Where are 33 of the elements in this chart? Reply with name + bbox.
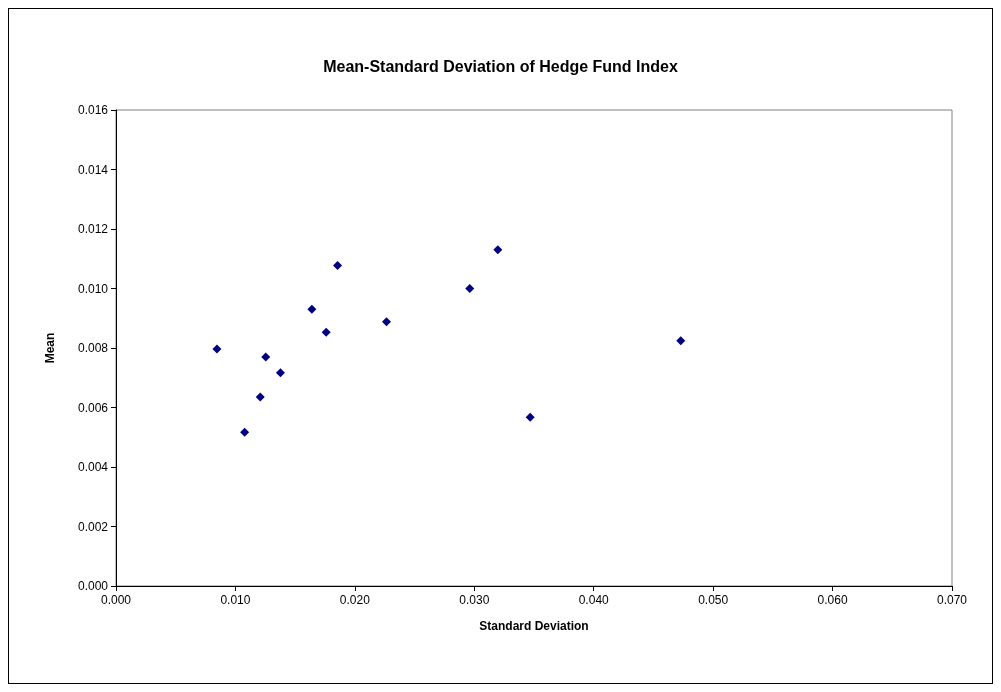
point: [525, 412, 535, 422]
point: [255, 392, 265, 402]
point: [321, 327, 331, 337]
y-tick-label: 0.002: [77, 519, 109, 534]
x-tick-label: 0.020: [339, 593, 371, 607]
point: [382, 317, 392, 327]
x-tick-label: 0.070: [936, 593, 968, 607]
x-tick-label: 0.030: [459, 593, 490, 607]
y-tick-label: 0.008: [77, 341, 109, 355]
x-tick-label: 0.060: [817, 593, 848, 607]
chart-title: Mean-Standard Deviation of Hedge Fund Index: [323, 57, 678, 75]
y-tick-label: 0.010: [77, 281, 109, 296]
y-tick-label: 0.014: [77, 162, 109, 177]
y-tick-label: 0.004: [77, 460, 109, 474]
y-tick-label: 0.006: [77, 400, 109, 415]
point: [212, 344, 222, 354]
y-tick-label: 0.012: [77, 222, 109, 236]
x-tick-label: 0.040: [578, 593, 610, 607]
point: [493, 245, 503, 255]
y-tick-label: 0.016: [77, 103, 109, 117]
y-tick-label: 0.000: [77, 579, 109, 593]
point: [261, 352, 271, 362]
x-axis-title: Standard Deviation: [479, 619, 589, 633]
point: [307, 304, 317, 314]
x-tick-label: 0.010: [220, 593, 251, 607]
x-tick-label: 0.050: [698, 593, 729, 607]
point: [465, 284, 475, 293]
point: [240, 427, 250, 437]
point: [275, 368, 285, 378]
y-axis-title: Mean: [43, 332, 57, 364]
point: [676, 336, 686, 346]
point: [333, 261, 343, 271]
x-tick-label: 0.000: [100, 593, 132, 607]
